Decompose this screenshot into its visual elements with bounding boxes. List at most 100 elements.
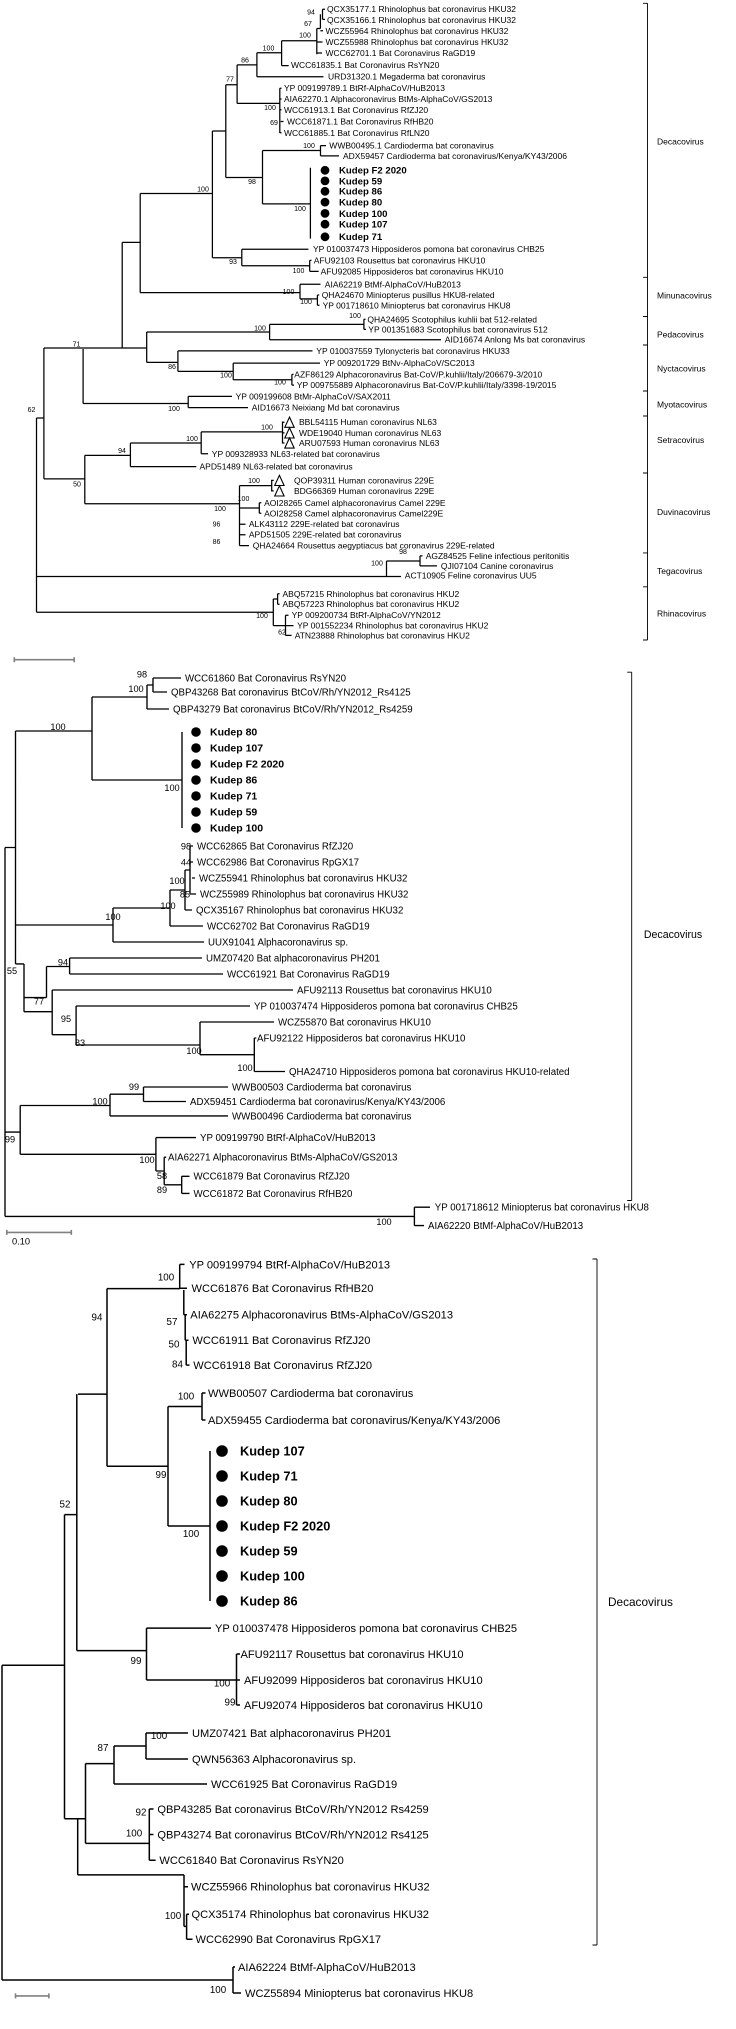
svg-text:100: 100 (293, 268, 305, 275)
svg-text:YP 010037559 Tylonycteris bat: YP 010037559 Tylonycteris bat coronaviru… (316, 346, 510, 356)
svg-text:QCX35166.1 Rhinolophus bat cor: QCX35166.1 Rhinolophus bat coronavirus H… (327, 15, 516, 25)
svg-text:67: 67 (304, 21, 312, 28)
svg-text:96: 96 (213, 522, 221, 529)
svg-text:100: 100 (92, 1097, 107, 1107)
svg-text:AIA62220 BtMf-AlphaCoV/HuB2013: AIA62220 BtMf-AlphaCoV/HuB2013 (428, 1221, 583, 1232)
svg-text:AFU92117 Rousettus bat coronav: AFU92117 Rousettus bat coronavirus HKU10 (241, 1649, 464, 1661)
svg-text:AFU92074 Hipposideros bat coro: AFU92074 Hipposideros bat coronavirus HK… (244, 1700, 483, 1712)
svg-text:AIA62224 BtMf-AlphaCoV/HuB2013: AIA62224 BtMf-AlphaCoV/HuB2013 (238, 1962, 416, 1974)
svg-text:WCZ55870 Bat coronavirus HKU10: WCZ55870 Bat coronavirus HKU10 (278, 1017, 432, 1028)
svg-text:100: 100 (294, 206, 306, 213)
svg-text:QBP43274 Bat coronavirus BtCoV: QBP43274 Bat coronavirus BtCoV/Rh/YN2012… (157, 1829, 428, 1841)
svg-text:QWN56363 Alphacoronavirus sp.: QWN56363 Alphacoronavirus sp. (192, 1754, 356, 1766)
svg-text:WCC62990 Bat Coronavirus RpGX1: WCC62990 Bat Coronavirus RpGX17 (196, 1934, 382, 1946)
svg-text:99: 99 (156, 1470, 167, 1481)
svg-text:ALK43112 229E-related bat coro: ALK43112 229E-related bat coronavirus (249, 519, 400, 529)
svg-text:WCZ55894 Miniopterus bat coron: WCZ55894 Miniopterus bat coronavirus HKU… (245, 1988, 473, 2000)
svg-text:87: 87 (98, 1743, 109, 1754)
svg-text:77: 77 (34, 997, 44, 1007)
svg-text:100: 100 (256, 613, 268, 620)
svg-text:100: 100 (214, 1678, 231, 1689)
svg-text:100: 100 (197, 186, 209, 193)
svg-text:100: 100 (254, 325, 266, 332)
svg-text:ACT10905 Feline coronavirus UU: ACT10905 Feline coronavirus UU5 (405, 570, 537, 580)
svg-text:QCX35167 Rhinolophus bat coron: QCX35167 Rhinolophus bat coronavirus HKU… (196, 905, 403, 916)
svg-text:100: 100 (248, 478, 260, 485)
svg-text:100: 100 (186, 1046, 201, 1056)
svg-text:Kudep 71: Kudep 71 (240, 1469, 298, 1484)
svg-text:83: 83 (75, 1038, 85, 1048)
svg-text:YP 001552234 Rhinolophus bat c: YP 001552234 Rhinolophus bat coronavirus… (297, 621, 488, 631)
svg-text:WCZ55989 Rhinolophus bat coron: WCZ55989 Rhinolophus bat coronavirus HKU… (200, 889, 408, 900)
svg-text:WCC62701.1 Bat Coronavirus RaG: WCC62701.1 Bat Coronavirus RaGD19 (326, 48, 476, 58)
svg-text:WCC61879 Bat Coronavirus RfZJ2: WCC61879 Bat Coronavirus RfZJ20 (194, 1172, 351, 1183)
svg-text:WCC62702 Bat Coronavirus RaGD1: WCC62702 Bat Coronavirus RaGD19 (207, 921, 370, 932)
svg-text:94: 94 (118, 448, 126, 455)
svg-text:100: 100 (263, 46, 275, 53)
svg-text:WWB00507 Cardioderma bat coron: WWB00507 Cardioderma bat coronavirus (208, 1388, 414, 1400)
svg-text:WCC61925 Bat Coronavirus RaGD1: WCC61925 Bat Coronavirus RaGD19 (211, 1779, 397, 1791)
svg-text:Kudep 86: Kudep 86 (339, 187, 382, 198)
svg-text:100: 100 (283, 289, 295, 296)
svg-text:ATN23888 Rhinolophus bat coron: ATN23888 Rhinolophus bat coronavirus HKU… (295, 630, 470, 640)
svg-text:100: 100 (139, 1155, 154, 1165)
svg-text:62: 62 (28, 407, 36, 414)
svg-text:100: 100 (371, 561, 383, 568)
svg-text:100: 100 (178, 1391, 195, 1402)
svg-text:94: 94 (307, 9, 315, 16)
svg-text:92: 92 (136, 1807, 147, 1818)
svg-text:YP 009199789.1 BtRf-AlphaCoV/H: YP 009199789.1 BtRf-AlphaCoV/HuB2013 (284, 83, 445, 93)
svg-text:62: 62 (278, 630, 286, 637)
svg-text:WCC61911 Bat Coronavirus RfZJ2: WCC61911 Bat Coronavirus RfZJ20 (192, 1335, 370, 1347)
svg-text:AFU92103 Rousettus bat coronav: AFU92103 Rousettus bat coronavirus HKU10 (314, 255, 486, 265)
svg-text:85: 85 (180, 890, 190, 900)
svg-text:100: 100 (164, 783, 179, 793)
svg-text:100: 100 (158, 1273, 175, 1284)
svg-text:98: 98 (248, 179, 256, 186)
svg-text:WCC61918 Bat Coronavirus RfZJ2: WCC61918 Bat Coronavirus RfZJ20 (193, 1360, 372, 1372)
svg-text:94: 94 (58, 958, 68, 968)
svg-text:100: 100 (151, 1731, 168, 1742)
svg-text:Kudep F2 2020: Kudep F2 2020 (210, 759, 284, 771)
svg-text:Decacovirus: Decacovirus (608, 1595, 673, 1609)
svg-text:100: 100 (376, 1217, 391, 1227)
svg-text:WCC61921 Bat Coronavirus RaGD1: WCC61921 Bat Coronavirus RaGD19 (227, 969, 390, 980)
svg-text:YP 009199790 BtRf-AlphaCoV/HuB: YP 009199790 BtRf-AlphaCoV/HuB2013 (200, 1133, 375, 1144)
svg-text:100: 100 (186, 436, 198, 443)
svg-text:100: 100 (50, 722, 65, 732)
svg-text:WCC61840 Bat Coronavirus RsYN2: WCC61840 Bat Coronavirus RsYN20 (159, 1855, 343, 1867)
svg-text:Kudep 107: Kudep 107 (210, 743, 263, 755)
svg-text:100: 100 (210, 1985, 227, 1996)
svg-text:Kudep 86: Kudep 86 (240, 1594, 298, 1609)
svg-text:86: 86 (213, 539, 221, 546)
svg-text:YP 009201729 BtNv-AlphaCoV/SC2: YP 009201729 BtNv-AlphaCoV/SC2013 (324, 358, 475, 368)
svg-text:100: 100 (105, 912, 120, 922)
svg-text:93: 93 (229, 259, 237, 266)
svg-text:69: 69 (270, 120, 278, 127)
svg-text:QCX35177.1 Rhinolophus bat cor: QCX35177.1 Rhinolophus bat coronavirus H… (327, 4, 516, 14)
svg-text:AID16673 Neixiang Md bat coron: AID16673 Neixiang Md bat coronavirus (252, 403, 400, 413)
svg-text:ABQ57223 Rhinolophus bat coron: ABQ57223 Rhinolophus bat coronavirus HKU… (283, 599, 460, 609)
svg-text:Kudep 100: Kudep 100 (339, 209, 388, 220)
svg-text:QHA24710 Hipposideros pomona b: QHA24710 Hipposideros pomona bat coronav… (289, 1067, 570, 1078)
svg-text:100: 100 (261, 424, 273, 431)
svg-text:Kudep F2 2020: Kudep F2 2020 (240, 1519, 330, 1534)
svg-text:Pedacovirus: Pedacovirus (657, 330, 704, 340)
svg-text:55: 55 (7, 966, 17, 976)
svg-text:Kudep 71: Kudep 71 (339, 232, 383, 243)
svg-text:Rhinacovirus: Rhinacovirus (657, 609, 706, 619)
svg-text:Setracovirus: Setracovirus (657, 435, 704, 445)
svg-text:QCX35174 Rhinolophus bat coron: QCX35174 Rhinolophus bat coronavirus HKU… (192, 1909, 429, 1921)
svg-text:94: 94 (92, 1312, 103, 1323)
svg-text:100: 100 (299, 33, 311, 40)
svg-text:77: 77 (226, 77, 234, 84)
svg-text:98: 98 (399, 549, 407, 556)
svg-text:WCZ55941 Rhinolophus bat coron: WCZ55941 Rhinolophus bat coronavirus HKU… (199, 873, 407, 884)
svg-text:Kudep 107: Kudep 107 (240, 1444, 305, 1459)
svg-text:AFU92122 Hipposideros bat coro: AFU92122 Hipposideros bat coronavirus HK… (257, 1033, 466, 1044)
svg-text:QBP43279 Bat coronavirus BtCoV: QBP43279 Bat coronavirus BtCoV/Rh/YN2012… (173, 704, 413, 715)
svg-text:100: 100 (349, 313, 361, 320)
svg-text:Kudep F2 2020: Kudep F2 2020 (339, 166, 407, 177)
svg-text:44: 44 (181, 858, 191, 868)
svg-text:BBL54115 Human coronavirus NL6: BBL54115 Human coronavirus NL63 (299, 417, 437, 427)
